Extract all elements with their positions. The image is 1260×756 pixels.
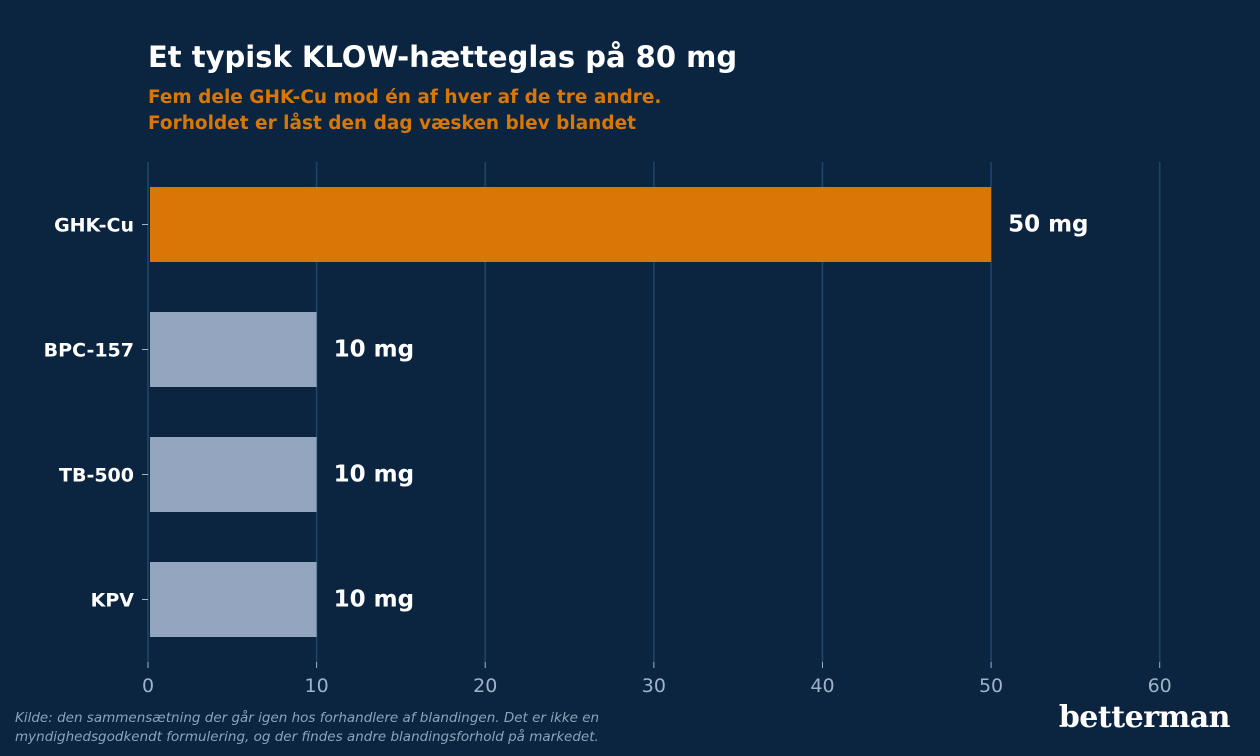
- x-tick-label: 40: [810, 675, 834, 697]
- data-label: 10 mg: [334, 337, 414, 363]
- data-label: 10 mg: [334, 587, 414, 613]
- y-tick-label: BPC-157: [44, 340, 134, 362]
- x-tick-label: 60: [1148, 675, 1172, 697]
- source-note: Kilde: den sammensætning der går igen ho…: [15, 709, 599, 747]
- x-tick-label: 50: [979, 675, 1003, 697]
- source-line-2: myndighedsgodkendt formulering, og der f…: [15, 729, 599, 745]
- subtitle-line-1: Fem dele GHK-Cu mod én af hver af de tre…: [148, 87, 662, 108]
- data-labels: 50 mg 10 mg 10 mg 10 mg: [334, 212, 1089, 613]
- bar-ghk-cu: [150, 187, 992, 262]
- x-tick-label: 30: [642, 675, 666, 697]
- chart-title: Et typisk KLOW-hætteglas på 80 mg: [148, 40, 738, 74]
- x-tick-label: 0: [142, 675, 154, 697]
- y-tick-label: KPV: [91, 590, 135, 612]
- bar-kpv: [150, 562, 317, 637]
- bars: [150, 187, 992, 637]
- bar-bpc-157: [150, 312, 317, 387]
- x-tick-label: 10: [305, 675, 329, 697]
- brand-logo: betterman: [1058, 700, 1231, 735]
- subtitle-line-2: Forholdet er låst den dag væsken blev bl…: [148, 113, 636, 134]
- y-axis-ticks: GHK-Cu BPC-157 TB-500 KPV: [44, 215, 148, 612]
- data-label: 50 mg: [1008, 212, 1088, 238]
- chart-subtitle: Fem dele GHK-Cu mod én af hver af de tre…: [148, 85, 661, 137]
- y-tick-label: GHK-Cu: [54, 215, 134, 237]
- bar-tb-500: [150, 437, 317, 512]
- x-tick-label: 20: [473, 675, 497, 697]
- y-tick-label: TB-500: [59, 465, 134, 487]
- source-line-1: Kilde: den sammensætning der går igen ho…: [15, 710, 600, 726]
- data-label: 10 mg: [334, 462, 414, 488]
- x-axis-ticks: 0 10 20 30 40 50 60: [142, 662, 1172, 697]
